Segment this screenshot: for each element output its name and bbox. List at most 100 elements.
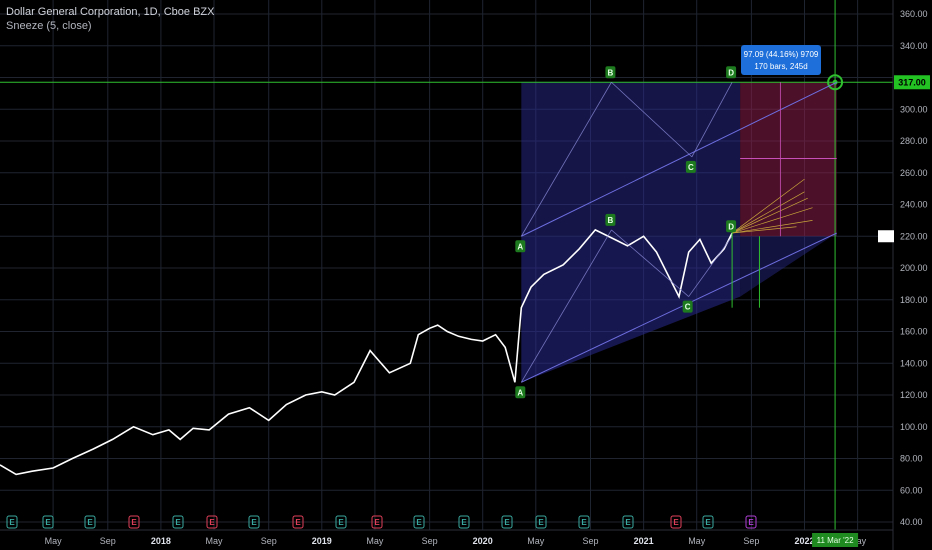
lower-pattern-zone [521, 236, 741, 383]
y-tick-label: 120.00 [900, 390, 928, 400]
earnings-event-icon [622, 515, 634, 529]
pattern-point-marker [515, 240, 526, 253]
symbol-title: Dollar General Corporation, 1D, Cboe BZX [6, 6, 215, 18]
x-tick-label: Sep [422, 536, 438, 546]
date-tag-text: 11 Mar '22 [817, 536, 855, 545]
x-tick-label: Sep [743, 536, 759, 546]
pattern-point-label: B [608, 216, 614, 225]
x-tick-label: 2018 [151, 536, 171, 546]
indicator-label: Sneeze (5, close) [6, 20, 92, 32]
earnings-event-icon [501, 515, 513, 529]
date-tag [812, 533, 859, 547]
channel-upper-line [521, 81, 837, 237]
pattern-overlay: A B C D A B C D 97.09 (44.16%) 9709 170 bars, 245… [0, 0, 893, 530]
x-tick-label: Sep [582, 536, 598, 546]
earnings-event-icon [413, 515, 425, 529]
earnings-event-label: E [87, 518, 93, 527]
earnings-event-label: E [538, 518, 544, 527]
earnings-event-icon [335, 515, 347, 529]
pattern-point-label: B [608, 68, 614, 77]
x-tick-label: 2020 [473, 536, 493, 546]
y-tick-label: 100.00 [900, 422, 928, 432]
earnings-event-label: E [251, 518, 257, 527]
y-tick-label: 60.00 [900, 485, 923, 495]
target-point-icon [827, 74, 844, 91]
earnings-event-icon [745, 515, 757, 529]
earnings-event-icon [535, 515, 547, 529]
pattern-point-marker [726, 66, 737, 79]
y-tick-label: 280.00 [900, 136, 928, 146]
pattern-point-label: A [517, 242, 523, 251]
earnings-event-icon [6, 515, 18, 529]
earnings-event-label: E [581, 518, 587, 527]
channel-lower-line [521, 232, 837, 383]
earnings-event-icon [578, 515, 590, 529]
earnings-event-label: E [9, 518, 15, 527]
pattern-point-marker [515, 386, 526, 399]
y-tick-label: 260.00 [900, 168, 928, 178]
x-tick-label: May [527, 536, 545, 546]
earnings-event-icon [458, 515, 470, 529]
price-line [0, 228, 733, 476]
pattern-point-marker [685, 160, 696, 173]
measure-tooltip-text: 97.09 (44.16%) 9709 [744, 50, 819, 59]
forecast-fan-line [732, 226, 797, 234]
x-tick-label: May [45, 536, 63, 546]
earnings-event-label: E [295, 518, 301, 527]
x-tick-label: Sep [100, 536, 116, 546]
earnings-event-icon [292, 515, 304, 529]
pattern-leg-line [688, 236, 733, 297]
earnings-event-label: E [416, 518, 422, 527]
earnings-event-label: E [625, 518, 631, 527]
x-tick-label: 2019 [312, 536, 332, 546]
pattern-point-marker [605, 66, 616, 79]
pattern-leg-line [691, 82, 733, 158]
y-tick-label: 300.00 [900, 104, 928, 114]
measure-tooltip-text-2: 170 bars, 245d [754, 62, 807, 71]
earnings-event-icon [84, 515, 96, 529]
y-tick-label: 180.00 [900, 295, 928, 305]
pattern-point-marker [605, 213, 616, 226]
measure-tooltip [741, 45, 821, 75]
pattern-point-label: A [517, 388, 523, 397]
earnings-event-label: E [748, 518, 754, 527]
price-series [0, 228, 733, 476]
projection-zone [740, 82, 837, 237]
pattern-leg-line [611, 81, 693, 158]
earnings-event-label: E [131, 518, 137, 527]
y-tick-label: 160.00 [900, 327, 928, 337]
forecast-fan-line [732, 220, 813, 234]
harmonic-pattern-zones [521, 82, 837, 383]
earnings-event-icon [248, 515, 260, 529]
forecast-fan-line [731, 197, 808, 234]
y-tick-label: 140.00 [900, 358, 928, 368]
earnings-event-icon [702, 515, 714, 529]
pattern-leg-line [520, 229, 612, 383]
x-tick-label: Sep [261, 536, 277, 546]
earnings-event-label: E [175, 518, 181, 527]
earnings-event-icon [42, 515, 54, 529]
price-axis: 40.00 60.00 80.00 100.00 120.00 140.00 160.00 1… [878, 0, 930, 550]
upper-pattern-zone [521, 82, 741, 237]
projection-lower-zone [740, 233, 837, 297]
x-tick-label: 2021 [634, 536, 654, 546]
price-tag-text: 317.00 [898, 77, 926, 87]
y-tick-label: 40.00 [900, 517, 923, 527]
pattern-point-marker [682, 300, 693, 313]
forecast-fan-line [731, 178, 805, 234]
y-tick-label: 360.00 [900, 9, 928, 19]
earnings-event-label: E [461, 518, 467, 527]
time-axis: May Sep 2018 May Sep 2019 May Sep 2020 May Sep 2021… [0, 529, 893, 547]
forecast-fan-line [731, 207, 813, 234]
pattern-point-label: C [688, 163, 694, 172]
current-price-tag [878, 230, 894, 243]
earnings-event-label: E [504, 518, 510, 527]
price-tag [894, 75, 930, 90]
earnings-event-label: E [45, 518, 51, 527]
earnings-event-icon [206, 515, 218, 529]
earnings-event-icon [371, 515, 383, 529]
pattern-point-label: D [728, 222, 734, 231]
pattern-point-label: C [685, 303, 691, 312]
